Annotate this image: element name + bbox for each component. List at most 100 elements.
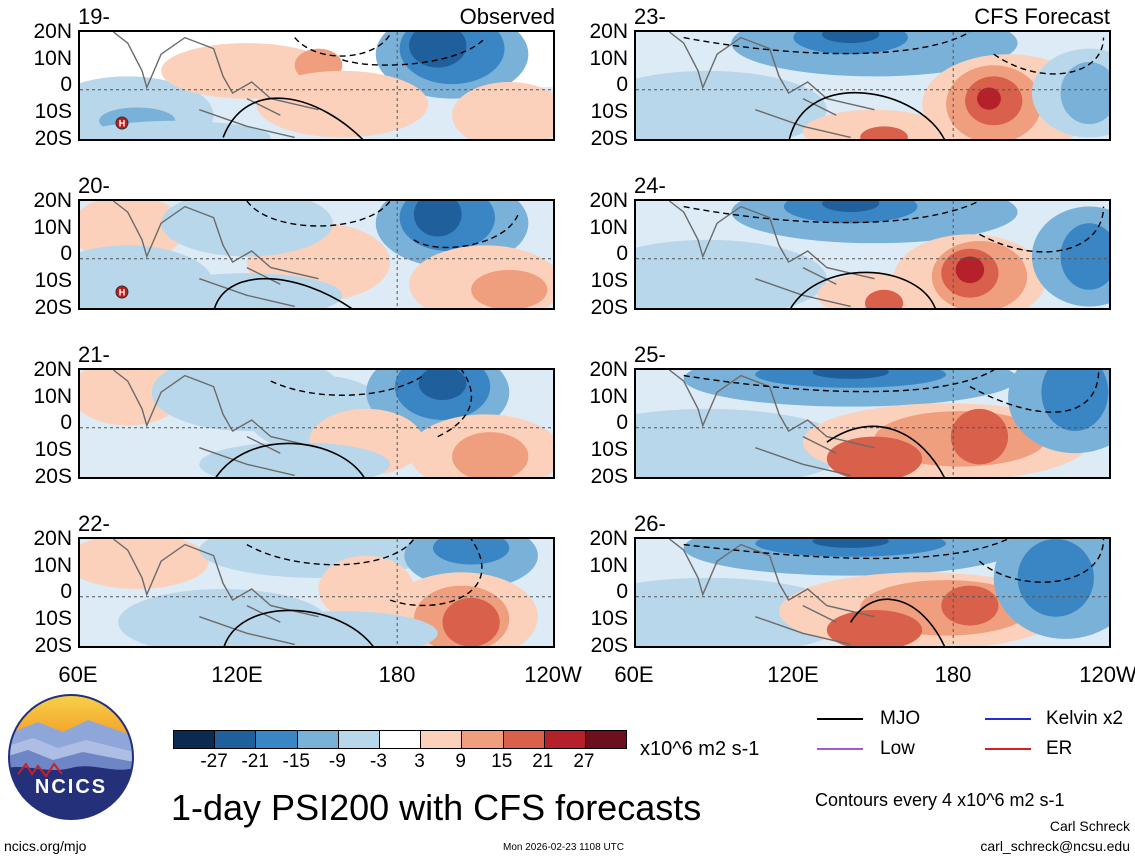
colorbar-tick-label: 15: [491, 751, 513, 772]
psi-anomaly-blob: [826, 610, 923, 646]
lat-label: 10S: [34, 437, 72, 461]
lat-label: 20S: [590, 295, 628, 319]
lon-label-120e: 120E: [211, 662, 263, 687]
lat-label: 20N: [33, 358, 72, 381]
lon-label-180: 180: [378, 662, 416, 687]
psi-anomaly-blob: [1060, 223, 1109, 290]
psi-anomaly-blob: [452, 432, 529, 477]
colorbar-swatch: [544, 731, 586, 748]
psi-anomaly-blob: [860, 126, 908, 139]
kelvin-legend-line: [985, 718, 1031, 720]
high-marker-label: H: [119, 288, 126, 298]
lat-label: 10N: [33, 553, 72, 577]
psi-anomaly-blob: [1017, 539, 1094, 617]
colorbar-tick-label: 27: [573, 751, 595, 772]
lon-label-120e: 120E: [767, 662, 819, 687]
lat-label: 10N: [33, 46, 72, 70]
mjo-contour: [790, 271, 936, 308]
colorbar-swatch: [256, 731, 298, 748]
colorbar-swatch: [503, 731, 545, 748]
logo-text: NCICS: [34, 776, 108, 798]
colorbar-swatch: [297, 731, 339, 748]
psi-anomaly-blob: [256, 70, 429, 138]
psi-anomaly-blob: [1060, 61, 1109, 125]
lat-label: 10N: [589, 46, 628, 70]
lat-label: 20N: [33, 189, 72, 212]
lat-label: 0: [60, 580, 72, 604]
psi200-map: H: [78, 199, 555, 310]
colorbar-tick-label: 21: [532, 751, 554, 772]
mjo-legend-line: [817, 718, 863, 720]
psi-anomaly-blob: [199, 442, 391, 477]
psi-anomaly-blob: [636, 70, 827, 139]
psi-anomaly-blob: [636, 239, 827, 308]
observed-title: Observed: [459, 4, 555, 29]
negative-contour: [294, 33, 486, 66]
colorbar-tick-label: -3: [370, 751, 387, 772]
legend-mjo-label: MJO: [880, 708, 921, 729]
psi200-map: [634, 199, 1111, 310]
psi-anomaly-blob: [80, 539, 209, 589]
footer-timestamp: Mon 2026-02-23 1108 UTC: [503, 842, 624, 853]
psi-anomaly-blob: [452, 81, 553, 139]
lat-label: 0: [616, 242, 628, 266]
lat-label: 10S: [34, 268, 72, 292]
colorbar-tick-label: -15: [282, 751, 310, 772]
lat-label: 10N: [589, 553, 628, 577]
high-marker: [115, 116, 129, 130]
psi-anomaly-blob: [442, 597, 500, 646]
psi-anomaly-blob: [826, 436, 923, 477]
negative-contour: [683, 32, 1105, 75]
high-marker: [115, 285, 129, 299]
mjo-contour: [788, 91, 945, 139]
er-legend-line: [985, 748, 1031, 750]
colorbar-tick-label: -21: [241, 751, 269, 772]
lat-label: 20S: [34, 126, 72, 150]
psi-anomaly-blob: [432, 539, 510, 565]
psi-anomaly-blob: [413, 201, 462, 237]
colorbar-swatch: [421, 731, 463, 748]
lat-label: 10S: [590, 99, 628, 123]
coastline: [668, 370, 875, 477]
psi-anomaly-blob: [802, 109, 947, 139]
lat-label: 0: [60, 73, 72, 97]
psi-anomaly-blob: [941, 585, 999, 626]
colorbar-tick-label: 3: [414, 751, 425, 772]
map-field: [80, 370, 553, 477]
negative-contour: [683, 539, 1105, 583]
contours-note: Contours every 4 x10^6 m2 s-1: [815, 790, 1065, 810]
coastline: [112, 201, 319, 308]
logo-globe-icon: [8, 694, 134, 820]
lat-label: 0: [60, 242, 72, 266]
lat-label: 20S: [590, 464, 628, 488]
colorbar-swatch: [174, 731, 216, 748]
map-field: [80, 539, 553, 646]
lat-label: 0: [616, 411, 628, 435]
ncics-logo[interactable]: NCICS: [8, 694, 134, 820]
mjo-contour: [215, 442, 365, 477]
psi-anomaly-blob: [812, 370, 889, 379]
psi200-map: [634, 368, 1111, 479]
coastline: [112, 370, 319, 477]
lat-label: 20S: [34, 464, 72, 488]
psi200-map: [78, 368, 555, 479]
footer-email[interactable]: carl_schreck@ncsu.edu: [980, 838, 1130, 854]
psi-anomaly-blob: [950, 408, 1009, 465]
lat-label: 20N: [589, 189, 628, 212]
lat-label: 10S: [34, 99, 72, 123]
psi-anomaly-blob: [246, 611, 438, 646]
colorbar-swatch: [379, 731, 422, 748]
psi-anomaly-blob: [471, 269, 548, 308]
colorbar-swatch: [585, 731, 627, 748]
psi-anomaly-blob: [864, 289, 904, 308]
mjo-contour: [214, 277, 353, 308]
psi-anomaly-blob: [409, 32, 467, 68]
colorbar-units: x10^6 m2 s-1: [640, 738, 760, 760]
lat-label: 10N: [33, 215, 72, 239]
colorbar-swatch: [462, 731, 504, 748]
lat-label: 20S: [34, 633, 72, 657]
footer-url[interactable]: ncics.org/mjo: [4, 838, 87, 854]
map-field: [636, 32, 1109, 139]
low-legend-line: [817, 748, 863, 750]
negative-contour: [683, 370, 1100, 413]
